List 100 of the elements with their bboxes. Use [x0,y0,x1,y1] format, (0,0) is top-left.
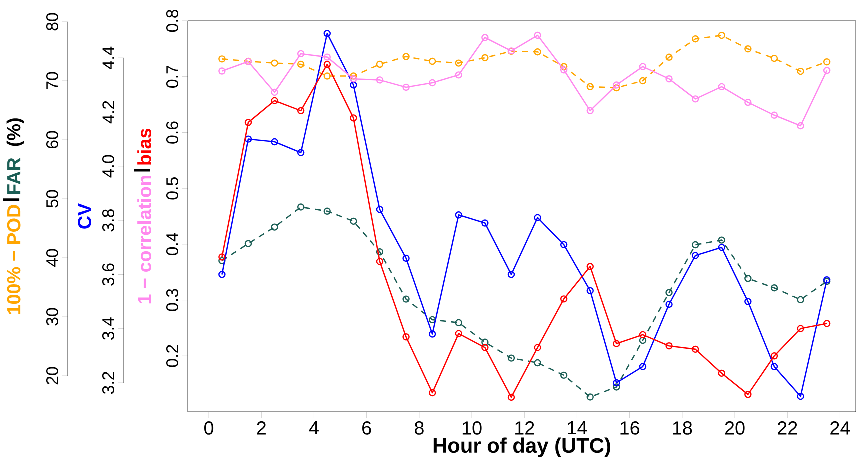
point [692,241,700,249]
point [718,32,726,40]
point [482,344,489,352]
point [350,114,358,122]
point [744,46,752,53]
point [560,63,568,70]
point [534,48,542,56]
y-tick-label: 0.4 [166,233,178,256]
point [508,394,516,402]
x-tick-label: 10 [462,422,482,435]
point [376,258,384,266]
y-tick-label: 0.3 [166,289,178,312]
point [534,32,542,40]
point [297,60,305,68]
point [586,287,594,295]
point [428,316,436,324]
point [455,330,462,338]
y3-tick-label: 40 [46,249,58,268]
y2-tick-label: 3.4 [102,318,114,340]
x-tick-label: 0 [204,422,214,435]
point [666,300,673,308]
point [613,82,620,89]
point [770,363,778,370]
point [797,392,804,400]
point [244,119,252,126]
y3-tick-label: 20 [46,367,58,385]
point [534,214,542,222]
text: bias [138,128,152,165]
y3-tick-label: 30 [46,308,58,326]
point [376,76,384,84]
point [718,83,726,91]
x-tick-label: 20 [725,422,745,435]
point [639,363,647,370]
point [718,370,726,378]
y3-tick-label: 80 [46,13,58,31]
text: 1 − correlation [138,176,152,304]
point [218,257,226,265]
y2-tick-label: 3.6 [102,264,114,286]
point [534,359,542,367]
point [586,83,594,90]
point [534,344,542,352]
point [402,296,410,303]
y3-tick-label: 70 [46,72,58,90]
x-tick-label: 22 [778,422,798,435]
point [271,97,278,104]
point [297,107,305,115]
point [744,98,752,106]
point [797,122,804,130]
x-tick-label: 24 [830,422,850,435]
x-tick-label: 8 [415,422,424,435]
y3-tick-label: 60 [46,131,58,149]
point [718,236,726,244]
point [324,60,331,68]
point [560,372,568,380]
y3-tick-label: 50 [46,190,58,208]
point [797,296,804,304]
point [666,342,673,350]
point [770,54,778,62]
point [455,319,462,327]
point [666,54,673,61]
point [376,60,384,68]
point [455,72,462,79]
x-tick-label: 18 [673,422,692,435]
point [428,58,436,66]
point [613,340,620,348]
point [613,84,620,92]
point [324,30,331,38]
y-tick-label: 0.6 [166,122,178,144]
point [770,352,778,360]
x-tick-label: 6 [362,422,372,435]
point [692,252,700,260]
y-tick-label: 0.5 [166,178,178,200]
point [770,112,778,119]
y2-tick-label: 4.2 [102,101,114,124]
y2-tick-label: 3.2 [102,372,114,394]
point [376,206,384,214]
x-tick-label: 14 [568,422,588,435]
point [350,82,358,89]
point [218,56,226,63]
y3-axis-title: (%) [6,118,24,146]
point [692,96,700,103]
point [744,298,752,306]
point [297,50,305,58]
point [244,136,252,143]
x-tick-label: 4 [309,422,319,435]
point [666,75,673,83]
point [324,208,331,215]
y2-tick-label: 4.0 [102,155,114,178]
point [324,54,331,61]
point [297,204,305,211]
y2-tick-label: 4.4 [102,46,114,70]
point [613,384,620,391]
point [402,334,410,341]
point [770,284,778,292]
point [586,107,594,115]
y-tick-label: 0.7 [166,66,178,88]
point [455,212,462,219]
point [613,379,620,387]
point [428,79,436,87]
x-tick-label: 16 [620,422,640,435]
